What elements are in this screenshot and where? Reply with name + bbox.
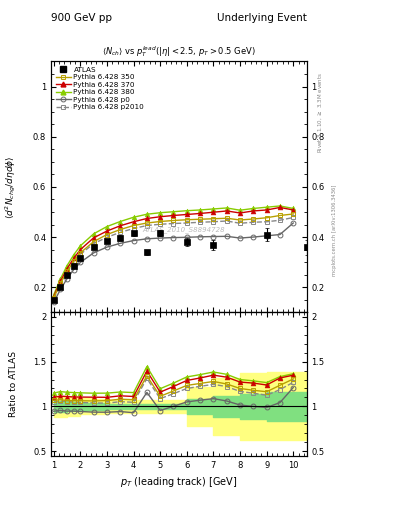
Text: mcplots.cern.ch [arXiv:1306.3436]: mcplots.cern.ch [arXiv:1306.3436] [332, 185, 337, 276]
Legend: ATLAS, Pythia 6.428 350, Pythia 6.428 370, Pythia 6.428 380, Pythia 6.428 p0, Py: ATLAS, Pythia 6.428 350, Pythia 6.428 37… [55, 65, 146, 112]
Y-axis label: Ratio to ATLAS: Ratio to ATLAS [9, 351, 18, 417]
X-axis label: $p_T$ (leading track) [GeV]: $p_T$ (leading track) [GeV] [120, 475, 237, 489]
Text: $\langle N_{ch}\rangle$ vs $p_T^{lead}$($|\eta| < 2.5$, $p_T > 0.5$ GeV): $\langle N_{ch}\rangle$ vs $p_T^{lead}$(… [102, 44, 255, 59]
Text: ATLAS_2010_S8894728: ATLAS_2010_S8894728 [143, 226, 225, 233]
Text: 900 GeV pp: 900 GeV pp [51, 13, 112, 23]
Text: Underlying Event: Underlying Event [217, 13, 307, 23]
Text: Rivet 3.1.10, $\geq$ 3.3M events: Rivet 3.1.10, $\geq$ 3.3M events [316, 72, 324, 153]
Y-axis label: $\langle d^2 N_{chg}/d\eta d\phi \rangle$: $\langle d^2 N_{chg}/d\eta d\phi \rangle… [4, 155, 18, 219]
